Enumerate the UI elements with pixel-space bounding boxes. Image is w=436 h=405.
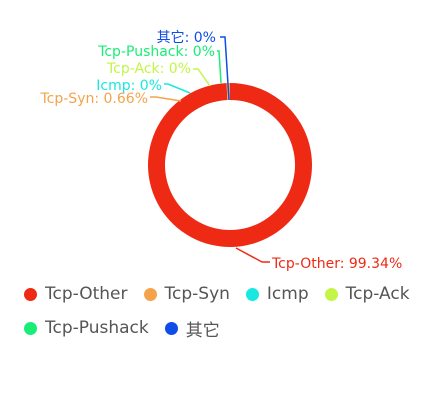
legend-label: Icmp — [266, 284, 309, 304]
legend-item-other[interactable]: 其它 — [164, 316, 220, 341]
leader-line-tcp-pushack — [217, 50, 222, 84]
leader-line-tcp-other — [235, 247, 270, 263]
legend-label: 其它 — [185, 320, 220, 341]
legend-label: Tcp-Pushack — [45, 318, 149, 338]
chart-data-labels: Tcp-Other: 99.34%Tcp-Syn: 0.66%Icmp: 0%T… — [40, 29, 403, 272]
leader-line-other — [220, 36, 230, 101]
slice-tcp-other[interactable] — [147, 83, 312, 247]
legend-label: Tcp-Ack — [345, 284, 410, 304]
legend-row: Tcp-Other Tcp-Syn Icmp Tcp-Ack — [24, 281, 426, 307]
data-label-icmp: Icmp: 0% — [96, 78, 162, 94]
legend-item-tcp-other[interactable]: Tcp-Other — [24, 284, 128, 304]
legend-swatch — [24, 321, 37, 335]
legend-item-icmp[interactable]: Icmp — [245, 284, 309, 304]
legend-swatch — [324, 287, 338, 301]
legend-label: Tcp-Other — [45, 284, 128, 304]
chart-leader-lines — [150, 36, 270, 263]
legend-label: Tcp-Syn — [164, 284, 230, 304]
leader-line-icmp — [164, 83, 191, 94]
legend-item-tcp-ack[interactable]: Tcp-Ack — [324, 284, 410, 304]
data-label-tcp-other: Tcp-Other: 99.34% — [271, 256, 402, 272]
data-label-other: 其它: 0% — [157, 29, 216, 46]
legend-item-tcp-pushack[interactable]: Tcp-Pushack — [24, 318, 149, 338]
data-label-tcp-syn: Tcp-Syn: 0.66% — [40, 91, 149, 107]
leader-line-tcp-syn — [150, 96, 182, 102]
leader-line-tcp-ack — [193, 68, 211, 87]
data-label-tcp-ack: Tcp-Ack: 0% — [106, 61, 191, 77]
legend-swatch — [143, 287, 157, 301]
legend-swatch — [245, 287, 259, 301]
chart-slices — [147, 83, 312, 247]
data-label-tcp-pushack: Tcp-Pushack: 0% — [97, 44, 215, 60]
legend-row: Tcp-Pushack 其它 — [24, 315, 236, 341]
legend-item-tcp-syn[interactable]: Tcp-Syn — [143, 284, 230, 304]
legend-swatch — [24, 287, 37, 301]
legend-swatch — [164, 321, 178, 335]
